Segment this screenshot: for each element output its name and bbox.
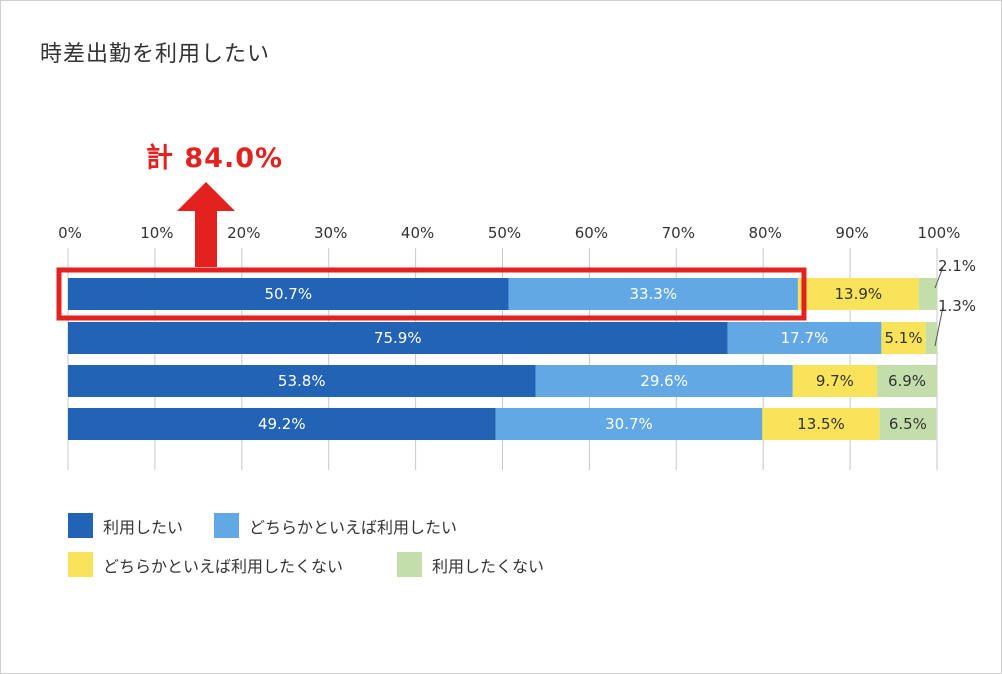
data-label-r2-s0: 53.8% [278, 372, 326, 390]
bar-r2-s1 [535, 365, 793, 397]
x-tick-label-10: 100% [918, 224, 961, 242]
bar-r3-s2 [762, 408, 880, 440]
bar-r3-s1 [495, 408, 763, 440]
legend-label-not: 利用したくない [432, 556, 545, 576]
legend-swatch-want [68, 513, 93, 538]
bar-r1-s2 [881, 322, 926, 354]
x-tick-label-6: 60% [575, 224, 608, 242]
legend-label-somewhat-want: どちらかといえば利用したい [249, 517, 458, 537]
data-label-r1-s3: 1.3% [938, 297, 976, 315]
data-label-r3-s2: 13.5% [797, 415, 845, 433]
data-label-r0-s0: 50.7% [264, 285, 312, 303]
legend-label-want: 利用したい [103, 517, 184, 537]
x-tick-label-8: 80% [749, 224, 782, 242]
x-tick-label-3: 30% [314, 224, 347, 242]
legend-item-somewhat-want: どちらかといえば利用したい [214, 513, 457, 538]
leader-line-r1 [934, 306, 944, 347]
leader-line-r0 [934, 266, 944, 289]
data-label-r1-s1: 17.7% [781, 329, 829, 347]
bar-r0-s0 [68, 278, 509, 310]
x-tick-label-0: 0% [58, 224, 82, 242]
data-label-r1-s0: 75.9% [374, 329, 422, 347]
arrow-head [177, 182, 235, 211]
legend-item-want: 利用したい [68, 513, 183, 538]
x-tick-label-2: 20% [227, 224, 260, 242]
bar-r0-s2 [797, 278, 919, 310]
data-label-r0-s2: 13.9% [835, 285, 883, 303]
bar-r2-s2 [792, 365, 878, 397]
bar-r3-s0 [68, 408, 496, 440]
x-tick-label-1: 10% [140, 224, 173, 242]
highlight-box [56, 267, 807, 321]
data-label-r2-s1: 29.6% [640, 372, 688, 390]
data-label-r3-s0: 49.2% [258, 415, 306, 433]
bar-r1-s3 [925, 322, 937, 354]
bar-r0-s3 [918, 278, 937, 310]
bar-r1-s0 [68, 322, 728, 354]
legend-label-somewhat-not: どちらかといえば利用したくない [103, 556, 344, 576]
legend-swatch-somewhat-not [68, 552, 93, 577]
data-label-r3-s3: 6.5% [889, 415, 927, 433]
bar-r1-s1 [727, 322, 882, 354]
x-tick-label-7: 70% [662, 224, 695, 242]
data-label-r3-s1: 30.7% [605, 415, 653, 433]
data-label-r2-s3: 6.9% [888, 372, 926, 390]
legend-swatch-not [397, 552, 422, 577]
chart-title: 時差出勤を利用したい [40, 42, 271, 67]
data-label-r1-s2: 5.1% [884, 329, 922, 347]
x-tick-label-4: 40% [401, 224, 434, 242]
data-label-r2-s2: 9.7% [816, 372, 854, 390]
bar-r2-s0 [68, 365, 536, 397]
x-tick-label-9: 90% [835, 224, 868, 242]
bar-r2-s3 [877, 365, 937, 397]
data-label-r0-s1: 33.3% [629, 285, 677, 303]
data-label-r0-s3: 2.1% [938, 257, 976, 275]
legend-item-not: 利用したくない [397, 552, 544, 577]
bar-r0-s1 [508, 278, 798, 310]
callout-total: 計 84.0% [146, 143, 284, 174]
bar-r3-s3 [879, 408, 937, 440]
arrow-shaft [195, 210, 217, 267]
legend-swatch-somewhat-want [214, 513, 239, 538]
x-tick-label-5: 50% [488, 224, 521, 242]
legend-item-somewhat-not: どちらかといえば利用したくない [68, 552, 343, 577]
